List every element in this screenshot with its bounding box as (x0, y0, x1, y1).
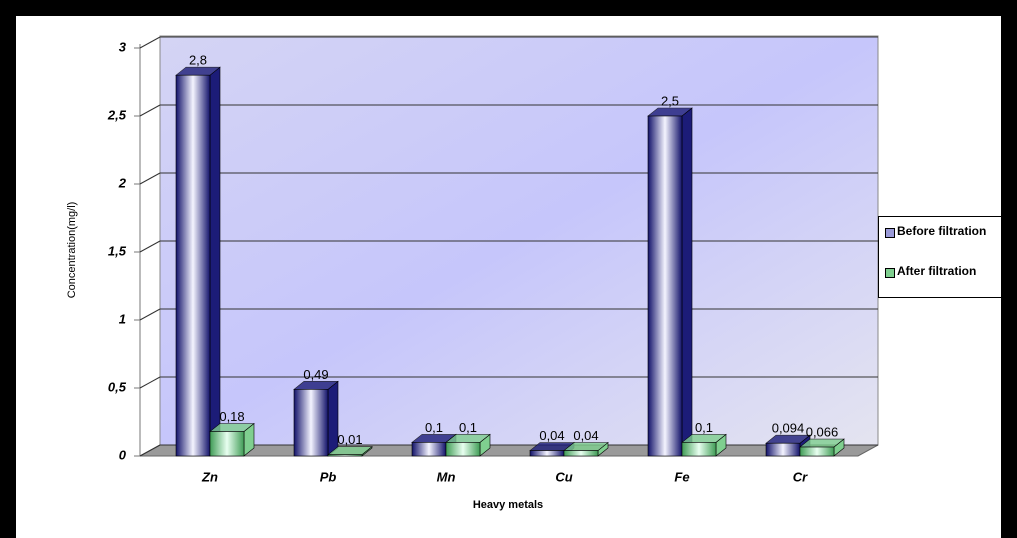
bar-front (765, 442, 801, 457)
bar-side (681, 107, 693, 457)
x-tick-label: Zn (201, 469, 218, 484)
bar (681, 433, 727, 457)
y-tick-label: 1,5 (108, 243, 127, 258)
value-label: 2,5 (661, 93, 679, 108)
bar-front (327, 454, 363, 457)
bar (445, 433, 491, 457)
frame-top (0, 0, 1017, 16)
frame-left (0, 0, 16, 538)
grid-line (139, 376, 161, 389)
grid-line (139, 104, 161, 117)
bar (209, 422, 255, 457)
bar-front (647, 115, 683, 457)
y-tick-label: 0,5 (108, 379, 127, 394)
value-label: 0,1 (425, 420, 443, 435)
value-label: 0,49 (303, 367, 328, 382)
legend-label: After filtration (897, 264, 977, 278)
y-tick-label: 2,5 (107, 107, 127, 122)
bar-front (175, 74, 211, 457)
x-tick-label: Mn (437, 469, 456, 484)
bar (327, 446, 373, 457)
value-label: 0,01 (337, 432, 362, 447)
x-tick-label: Cr (793, 469, 808, 484)
legend-label: Before filtration (897, 224, 987, 238)
bar (765, 434, 811, 457)
y-tick-label: 2 (118, 175, 127, 190)
value-label: 0,094 (772, 421, 805, 436)
grid-line (139, 36, 161, 49)
value-label: 0,04 (573, 428, 598, 443)
bar-front (563, 450, 599, 457)
bar (563, 441, 609, 457)
x-tick-label: Cu (555, 469, 572, 484)
value-label: 0,18 (219, 409, 244, 424)
bar (175, 66, 221, 457)
bar-front (411, 442, 447, 457)
legend-swatch (885, 268, 895, 278)
y-axis-title: Concentration(mg/l) (66, 202, 78, 299)
value-label: 0,066 (806, 424, 839, 439)
grid-line (139, 444, 161, 457)
legend: Before filtration After filtration (878, 216, 1002, 298)
y-tick-label: 3 (119, 39, 127, 54)
value-label: 0,04 (539, 428, 564, 443)
bar-front (209, 431, 245, 457)
bar-side (209, 66, 221, 457)
bar-front (445, 442, 481, 457)
x-tick-label: Pb (320, 469, 337, 484)
bar-front (799, 446, 835, 457)
grid-line (139, 172, 161, 185)
y-tick-label: 0 (119, 447, 127, 462)
grid-line (139, 308, 161, 321)
value-label: 0,1 (695, 420, 713, 435)
value-label: 2,8 (189, 53, 207, 68)
x-tick-label: Fe (674, 469, 689, 484)
bar-front (293, 389, 329, 457)
bar-front (529, 450, 565, 457)
legend-swatch (885, 228, 895, 238)
grid-line (139, 240, 161, 253)
value-label: 0,1 (459, 420, 477, 435)
frame-right (1001, 0, 1017, 538)
y-tick-label: 1 (119, 311, 126, 326)
bar (799, 438, 845, 457)
bar-front (681, 442, 717, 457)
bar (647, 107, 693, 457)
bar (293, 380, 339, 457)
x-axis-title: Heavy metals (473, 499, 543, 511)
